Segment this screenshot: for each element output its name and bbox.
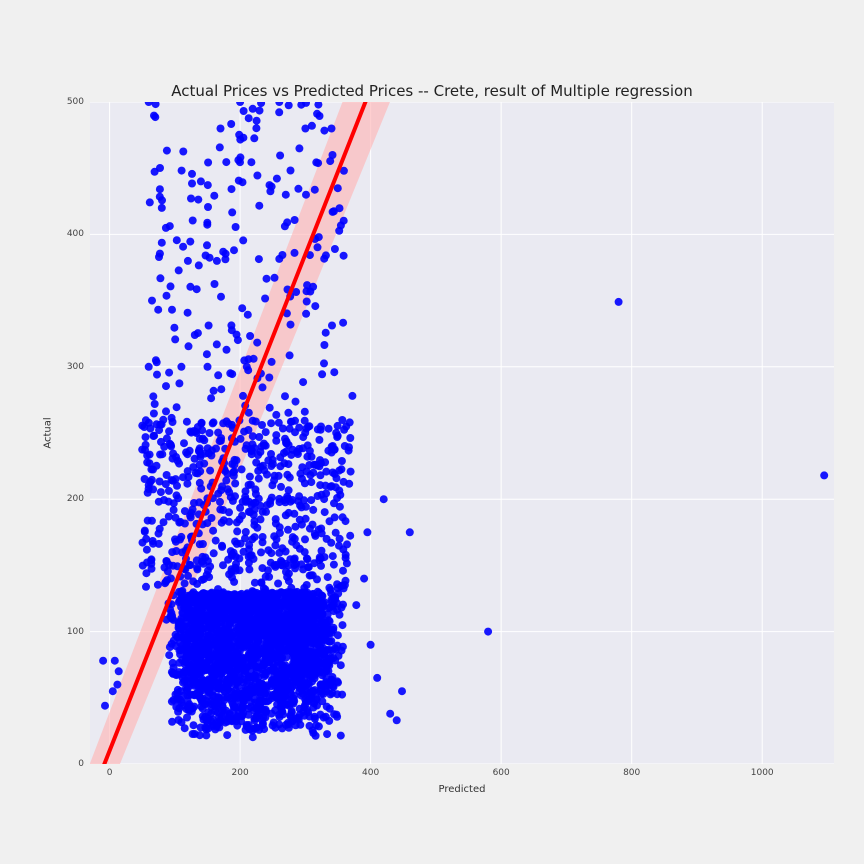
x-tick-label: 400 [362, 768, 379, 778]
y-tick-label: 0 [78, 759, 84, 769]
y-tick-label: 200 [67, 494, 84, 504]
plot-svg [90, 102, 834, 764]
y-axis-label: Actual [43, 417, 54, 448]
x-tick-label: 600 [493, 768, 510, 778]
scatter-points [99, 102, 828, 741]
y-tick-label: 400 [67, 229, 84, 239]
x-tick-label: 800 [623, 768, 640, 778]
y-tick-label: 100 [67, 627, 84, 637]
x-tick-label: 1000 [751, 768, 774, 778]
page-title: Actual Prices vs Predicted Prices -- Cre… [0, 82, 864, 100]
plot-area [90, 102, 834, 764]
scatter-chart-figure: { "chart": { "type": "scatter", "title":… [0, 0, 864, 864]
x-tick-label: 0 [107, 768, 113, 778]
y-tick-label: 300 [67, 362, 84, 372]
x-tick-label: 200 [232, 768, 249, 778]
y-tick-label: 500 [67, 97, 84, 107]
x-axis-label: Predicted [439, 784, 486, 795]
